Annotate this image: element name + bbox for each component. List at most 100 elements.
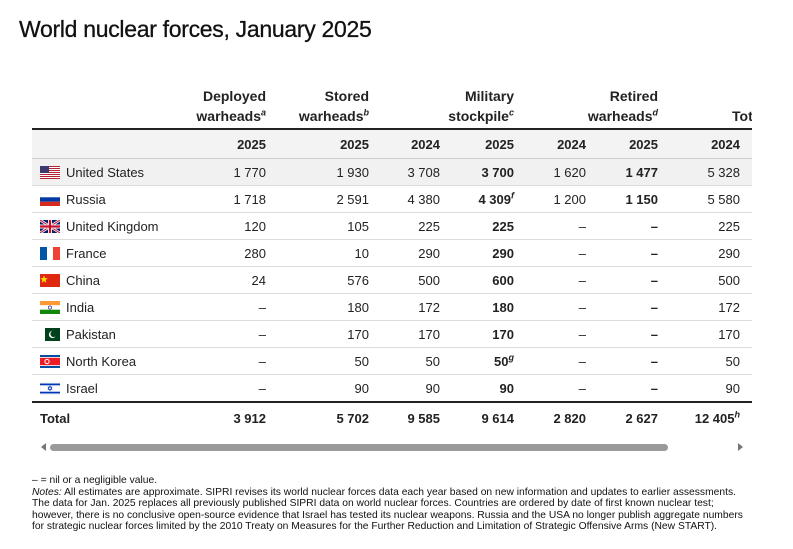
notes-label: Notes: — [32, 486, 62, 498]
footnote-marker: d — [652, 107, 659, 118]
scroll-left[interactable] — [41, 443, 46, 451]
value-cell: 50 — [662, 347, 744, 375]
country-cell: North Korea — [32, 347, 185, 375]
value-cell: 170 — [444, 320, 518, 348]
value-cell: 120 — [185, 212, 270, 240]
column-header: Retired warheadsd — [518, 78, 662, 130]
value-cell: – — [590, 374, 662, 403]
empty-cell — [32, 129, 185, 159]
empty-cell — [744, 129, 752, 159]
country-cell: Russia — [32, 185, 185, 213]
value-cell: – — [590, 293, 662, 321]
country-name: North Korea — [66, 353, 137, 369]
value-cell: 3 708 — [373, 158, 444, 186]
empty-cell — [744, 239, 752, 267]
value-cell: 290 — [444, 239, 518, 267]
flag — [40, 300, 60, 314]
value-cell: 3 700 — [444, 158, 518, 186]
year: 2024 — [518, 129, 590, 159]
column-header: Total inventory — [662, 78, 752, 130]
value-cell: 90 — [444, 374, 518, 403]
value-cell: – — [185, 320, 270, 348]
value-cell: – — [590, 239, 662, 267]
country-row: United States 1 770 1 930 3 708 3 700 1 620 1 … — [32, 158, 752, 186]
scroll-thumb[interactable] — [50, 444, 668, 451]
value-cell: 225 — [662, 212, 744, 240]
value-cell: – — [185, 374, 270, 403]
header-cell — [32, 78, 185, 130]
value-cell: 4 380 — [373, 185, 444, 213]
value-cell: 576 — [270, 266, 373, 294]
value-cell: – — [590, 320, 662, 348]
value-cell: 1 770 — [185, 158, 270, 186]
country-cell: China — [32, 266, 185, 294]
table: Deployed warheadsa Stored warheadsb Military… — [32, 78, 752, 433]
empty-cell — [744, 320, 752, 348]
empty-cell — [744, 266, 752, 294]
year: 2025 — [270, 129, 373, 159]
country-name: Israel — [66, 380, 98, 396]
table-scroll-area[interactable]: Deployed warheadsa Stored warheadsb Military… — [32, 78, 752, 438]
value-cell: – — [518, 347, 590, 375]
title: World nuclear forces, January 2025 — [19, 16, 372, 42]
country-row: North Korea –50 50 50g – –50 — [32, 347, 752, 375]
footnote-marker: g — [508, 352, 515, 363]
value: 50 — [494, 353, 509, 369]
empty-cell — [744, 374, 752, 403]
footnote-marker: c — [508, 107, 514, 118]
value-cell: 105 — [270, 212, 373, 240]
country-name: United States — [66, 164, 145, 180]
value-cell: – — [518, 266, 590, 294]
country-name: France — [66, 245, 107, 261]
value-cell: 180 — [444, 293, 518, 321]
year: 2024 — [373, 129, 444, 159]
scrollbar[interactable] — [32, 441, 752, 453]
country-name: China — [66, 272, 100, 288]
value-cell: 500 — [373, 266, 444, 294]
flag — [40, 381, 60, 395]
header-line: Retired — [609, 88, 658, 104]
header-line: Military — [464, 88, 514, 104]
header-line: Deployed — [202, 88, 266, 104]
value-cell: 1 620 — [518, 158, 590, 186]
value-cell: 90 — [270, 374, 373, 403]
value-cell: 50 — [270, 347, 373, 375]
footnote-marker: f — [511, 190, 514, 201]
year: 2025 — [444, 129, 518, 159]
empty-cell — [744, 347, 752, 375]
country-row: Pakistan –170 170 170– –170 — [32, 320, 752, 348]
header-row: Deployed warheadsa Stored warheadsb Military… — [32, 78, 752, 130]
value-cell: – — [518, 320, 590, 348]
flag — [40, 327, 60, 341]
column-header: Deployed warheadsa — [185, 78, 270, 130]
country-row: China 24 576 500 600– –500 — [32, 266, 752, 294]
country-row: France 280 10 290 290– –290 — [32, 239, 752, 267]
header-line: Stored — [324, 88, 369, 104]
total-label: Total — [32, 401, 185, 433]
flag — [40, 165, 60, 179]
country-name: Russia — [66, 191, 106, 207]
column-header: Stored warheadsb — [270, 78, 373, 130]
value-cell: 9 614 — [444, 401, 518, 433]
flag — [40, 273, 60, 287]
header-line: Total inventory — [732, 108, 752, 124]
value-cell: 10 — [270, 239, 373, 267]
value-cell: 280 — [185, 239, 270, 267]
year-row: 2025 2025 2024 2025 2024 2025 2024 — [32, 129, 752, 159]
year: 2024 — [662, 129, 744, 159]
header-line: stockpile — [448, 108, 509, 124]
value-cell: 600 — [444, 266, 518, 294]
notes-text: All estimates are approximate. SIPRI rev… — [32, 486, 743, 533]
value-cell: 1 150 — [590, 185, 662, 213]
value-cell: – — [518, 239, 590, 267]
value-cell: – — [590, 266, 662, 294]
footnotes: – = nil or a negligible value. Notes: Al… — [32, 475, 756, 533]
scroll-right[interactable] — [738, 443, 743, 451]
value-cell: 2 820 — [518, 401, 590, 433]
nil-note: – = nil or a negligible value. — [32, 475, 158, 486]
footnote-marker: a — [260, 107, 266, 118]
value-cell: – — [518, 212, 590, 240]
value-cell: 3 912 — [185, 401, 270, 433]
value-cell: 500 — [662, 266, 744, 294]
value-cell: – — [185, 347, 270, 375]
